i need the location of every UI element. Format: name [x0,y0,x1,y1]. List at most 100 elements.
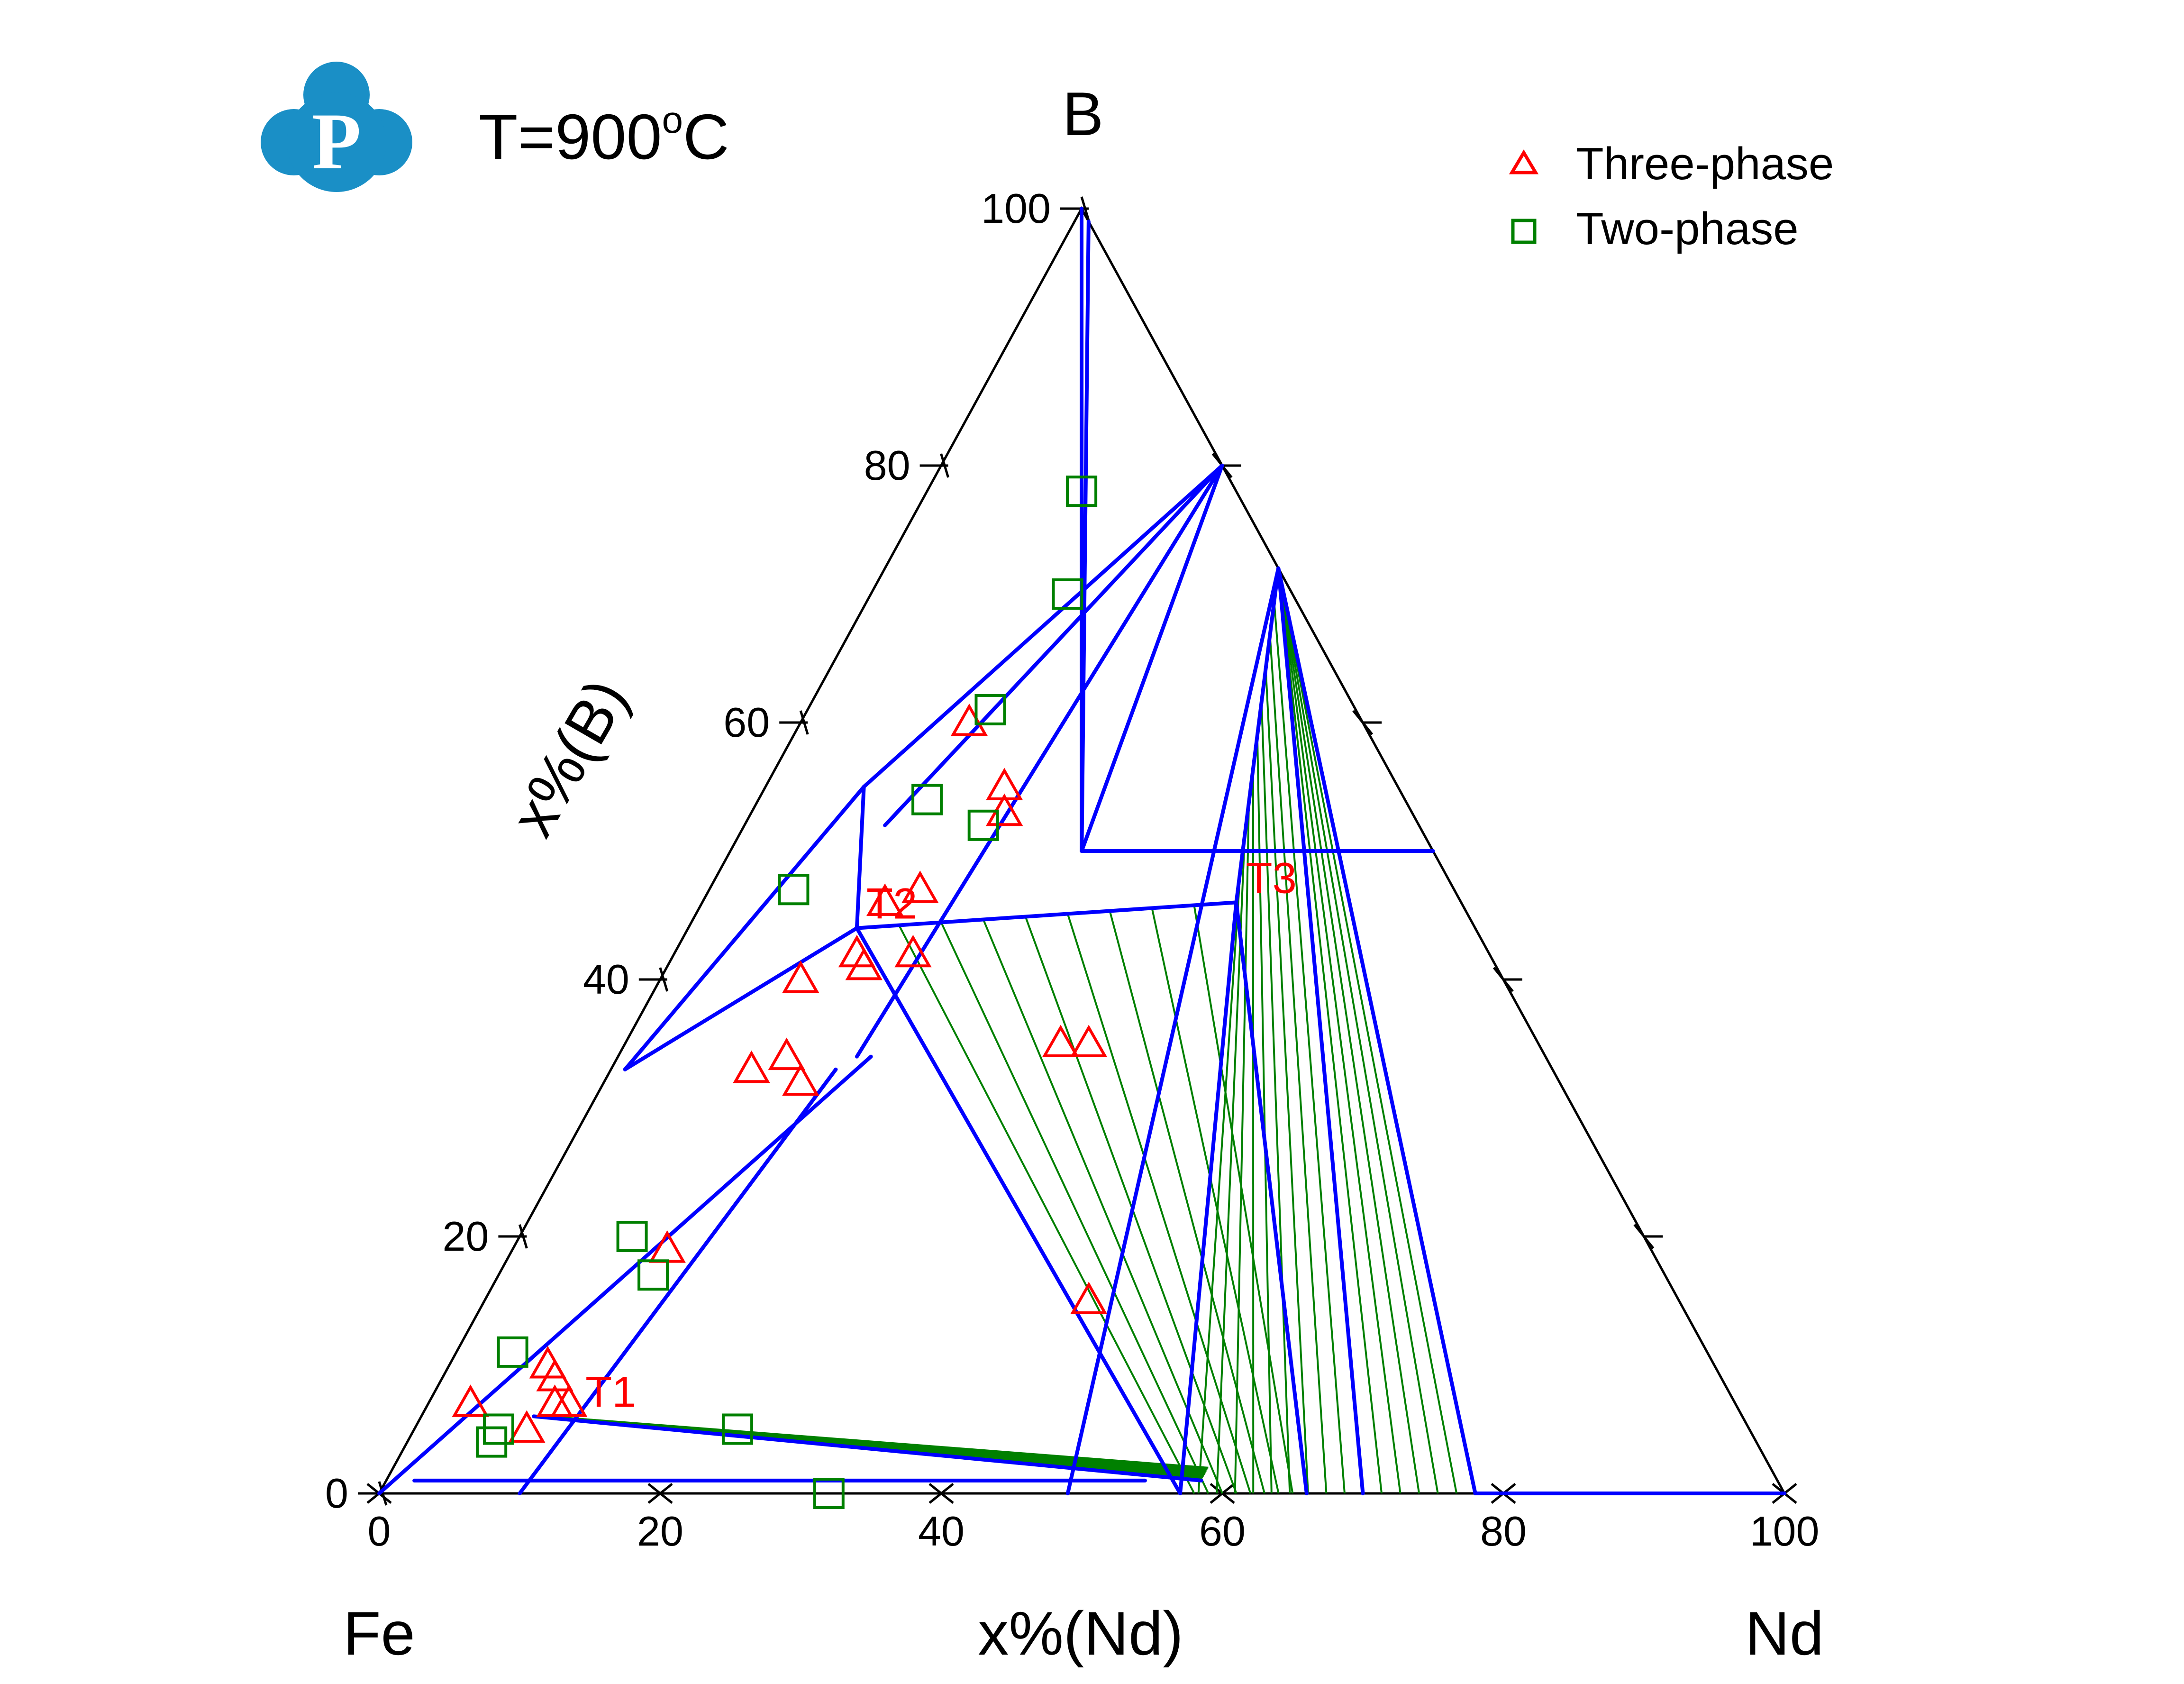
tieline [1109,910,1265,1494]
tieline [1277,568,1401,1494]
phase-boundary [1065,566,1281,1495]
two-phase-point [967,809,999,841]
legend-label: Three-phase [1576,138,1834,189]
three-phase-point [866,883,904,916]
tieline [982,919,1223,1494]
phase-boundary [855,785,866,930]
two-phase-point [497,1336,528,1368]
three-phase-point [508,1410,546,1443]
left-tick-label: 40 [583,956,629,1003]
bottom-tick [647,1483,673,1504]
invariant-point-label: T1 [585,1368,636,1416]
logo-icon: P [261,62,412,192]
two-phase-point [1052,578,1083,610]
left-tick [940,453,949,478]
two-phase-point [476,1426,508,1458]
phase-boundary [855,926,1183,1495]
two-phase-point [974,694,1006,725]
three-phase-point [1070,1281,1108,1314]
bottom-tick-label: 60 [1199,1508,1246,1555]
tieline [1277,568,1439,1494]
svg-text:P: P [312,97,361,186]
tieline [1197,869,1242,1494]
left-tick-label: 0 [325,1470,348,1517]
invariant-point-label: T3 [1246,854,1296,902]
bottom-tick-label: 20 [637,1508,683,1555]
phase-boundary [862,464,1224,789]
three-phase-point [452,1384,489,1417]
left-tick-label: 60 [723,699,770,746]
tieline [1269,635,1328,1494]
phase-boundary [623,785,866,1071]
left-tick-label: 100 [981,185,1051,232]
tieline [1260,702,1291,1494]
x-axis-title: x%(Nd) [978,1599,1183,1668]
three-phase-point [985,768,1023,800]
data-point-layer [452,476,1108,1509]
phase-boundary [883,464,1224,827]
three-phase-point [1042,1025,1080,1057]
tieline [1066,913,1252,1494]
corner-label-left: Fe [343,1599,415,1668]
two-phase-point [1066,476,1098,507]
three-phase-point [733,1050,770,1083]
left-tick [1080,196,1090,221]
tieline [898,924,1195,1494]
left-tick [519,1224,528,1249]
bottom-tick-label: 40 [918,1508,965,1555]
corner-label-top: B [1063,79,1104,148]
tieline [1277,568,1458,1494]
phase-boundary-layer [377,207,1786,1495]
left-tick [378,1481,388,1506]
left-tick [799,710,809,735]
left-tick [659,967,669,992]
three-phase-point [901,870,939,903]
tieline [1234,802,1250,1494]
phase-boundary [1276,566,1365,1495]
two-phase-point [637,1259,669,1291]
left-tick-label: 80 [864,442,910,489]
phase-boundary [1276,566,1477,1495]
phase-boundary [855,900,1238,930]
three-phase-point [782,1063,819,1096]
tieline [1277,568,1383,1494]
two-phase-point [911,784,943,815]
tieline [1256,735,1273,1494]
invariant-point-label: T2 [866,880,917,928]
three-phase-point [894,934,932,968]
phase-boundary [1234,900,1309,1495]
legend-item-two-phase: Two-phase [1511,203,1799,254]
tieline [1277,568,1420,1494]
two-phase-point [616,1221,648,1252]
phase-boundary [855,464,1224,1059]
legend: Three-phase Two-phase [1509,138,1834,254]
bottom-tick [928,1483,954,1504]
y-axis-title: x%(B) [497,668,641,847]
bottom-tick-label: 100 [1750,1508,1820,1555]
corner-label-right: Nd [1745,1599,1824,1668]
temperature-label: T=900oC [479,99,729,173]
legend-item-three-phase: Three-phase [1509,138,1834,189]
invariant-point-labels: T1 T2 T3 [585,854,1297,1416]
phase-boundary [623,926,859,1071]
left-tick-label: 20 [443,1213,489,1260]
bottom-tick-label: 0 [368,1508,391,1555]
tieline [1273,602,1346,1494]
two-phase-point [813,1478,845,1509]
legend-triangle-marker [1509,149,1539,174]
phase-boundary [1080,464,1224,853]
tieline [940,922,1210,1494]
three-phase-point [768,1037,805,1071]
three-phase-point [1070,1025,1108,1057]
three-phase-point [782,960,819,993]
phase-boundary [532,1414,1203,1483]
phase-boundary [518,1067,838,1495]
phase-boundary [1178,900,1238,1495]
two-phase-point [778,874,810,906]
bottom-tick-label: 80 [1480,1508,1527,1555]
legend-square-marker [1511,219,1537,244]
tieline [1265,668,1309,1494]
tieline [1193,905,1294,1494]
phase-boundary [1234,566,1281,905]
